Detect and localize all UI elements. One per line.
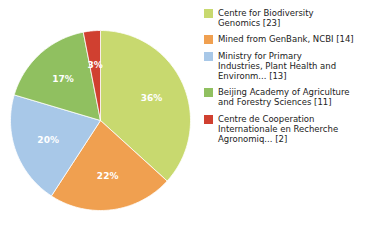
html-text:Mined from GenBank, NCBI [14]: Mined from GenBank, NCBI [14] [218, 34, 354, 45]
svg-text:17%: 17% [52, 74, 74, 84]
html-text:Beijing Academy of Agriculture: Beijing Academy of Agriculture and Fores… [218, 87, 350, 108]
svg-text:20%: 20% [37, 135, 59, 145]
svg-text:36%: 36% [141, 93, 163, 103]
svg-text:3%: 3% [88, 60, 103, 70]
html-text:Ministry for Primary Industrie: Ministry for Primary Industries, Plant H… [218, 50, 337, 81]
html-text:Centre de Cooperation Internat: Centre de Cooperation Internationale en … [218, 113, 339, 144]
html-text:Centre for Biodiversity Genomi: Centre for Biodiversity Genomics [23] [218, 8, 314, 29]
svg-text:22%: 22% [97, 171, 119, 181]
